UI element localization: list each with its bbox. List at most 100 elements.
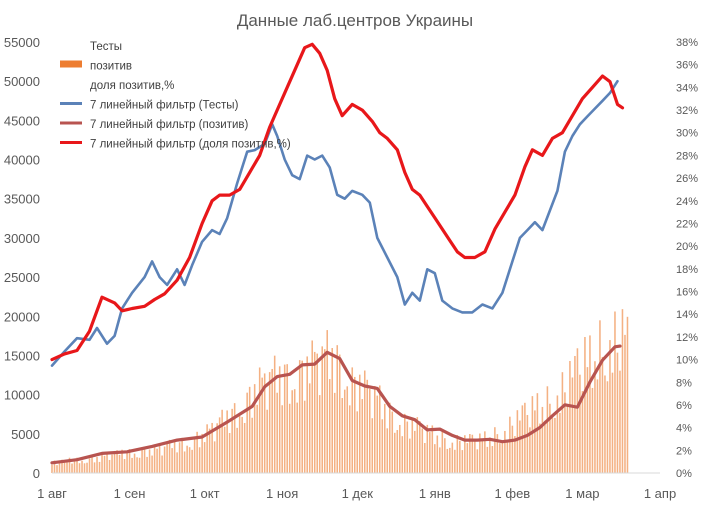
positive-bar xyxy=(363,370,366,473)
positive-bar xyxy=(221,409,223,473)
positive-bar xyxy=(316,353,318,473)
positive-bar xyxy=(414,430,416,473)
positive-bar xyxy=(384,403,386,473)
x-tick-label: 1 мар xyxy=(565,486,599,501)
positive-bar xyxy=(216,423,218,473)
positive-bar xyxy=(419,421,421,473)
positive-bar xyxy=(576,348,579,473)
positive-bar xyxy=(581,391,584,473)
positive-bar xyxy=(549,403,551,473)
positive-bar xyxy=(596,379,599,473)
y-right-tick-label: 12% xyxy=(676,332,698,344)
positive-bar xyxy=(461,450,464,473)
positive-bar xyxy=(188,447,191,473)
positive-bar xyxy=(86,462,88,473)
positive-bar xyxy=(246,392,248,473)
y-left-tick-label: 30000 xyxy=(4,231,40,246)
positive-bar xyxy=(519,420,521,473)
positive-bar xyxy=(243,422,246,473)
positive-bar xyxy=(376,395,379,473)
x-axis: 1 авг 1 сен 1 окт 1 ноя 1 дек 1 янв 1 фев 1 мар… xyxy=(37,472,676,501)
positive-bar xyxy=(574,355,576,473)
positive-bar xyxy=(586,367,589,473)
positive-bar xyxy=(291,390,293,473)
positive-bar xyxy=(611,372,614,473)
positive-bar xyxy=(328,379,331,473)
positive-bar xyxy=(333,392,336,473)
positive-bar xyxy=(614,311,616,473)
positive-bar xyxy=(186,445,188,473)
y-left-tick-label: 5000 xyxy=(11,427,40,442)
positive-bar xyxy=(609,340,611,473)
positive-bar xyxy=(298,360,301,473)
positive-bar xyxy=(281,405,283,473)
y-right-tick-label: 18% xyxy=(676,264,698,276)
positive-bar xyxy=(106,452,108,473)
positive-bar xyxy=(171,448,173,473)
positive-bar xyxy=(181,437,183,473)
y-left-tick-label: 0 xyxy=(33,466,40,481)
positive-bar xyxy=(509,416,511,473)
positive-bar xyxy=(456,435,459,473)
positive-bar xyxy=(556,395,559,473)
positive-bar xyxy=(481,439,484,473)
positive-bar xyxy=(516,410,519,473)
positive-bar xyxy=(539,423,541,473)
positive-bar xyxy=(521,405,524,473)
positive-bar xyxy=(511,425,514,473)
positive-bar xyxy=(331,348,333,473)
positive-bar xyxy=(571,377,574,473)
positive-bar xyxy=(286,364,288,473)
positive-bar xyxy=(491,446,494,473)
legend-label: 7 линейный фильтр (позитив) xyxy=(90,119,248,131)
positives-bars xyxy=(51,309,629,473)
positive-bar xyxy=(436,435,439,473)
positive-bar xyxy=(499,443,501,473)
y-right-tick-label: 20% xyxy=(676,241,698,253)
positive-bar xyxy=(544,420,546,473)
y-right-tick-label: 8% xyxy=(676,377,692,389)
positive-bar xyxy=(546,386,549,473)
positive-bar xyxy=(373,386,376,473)
positive-bar xyxy=(321,346,323,473)
positive-bar xyxy=(421,428,424,473)
positive-bar xyxy=(71,463,73,473)
positive-bar xyxy=(256,404,258,473)
positive-bar xyxy=(306,356,308,473)
positive-bar xyxy=(293,389,296,473)
positive-bar xyxy=(56,465,58,473)
positive-bar xyxy=(411,417,414,473)
positive-bar xyxy=(579,374,581,473)
legend-label: доля позитив,% xyxy=(90,80,174,92)
series-lines xyxy=(50,42,625,465)
positive-bar xyxy=(466,443,469,473)
positive-bar xyxy=(336,345,339,473)
y-right-tick-label: 26% xyxy=(676,173,698,185)
positive-bar xyxy=(591,387,594,473)
x-tick-label: 1 ноя xyxy=(266,486,298,501)
x-tick-label: 1 окт xyxy=(190,486,220,501)
positive-bar xyxy=(619,370,621,473)
positive-bar xyxy=(93,462,96,473)
positive-bar xyxy=(233,403,236,473)
positive-bar xyxy=(91,454,93,473)
positive-bar xyxy=(96,457,98,473)
positive-bar xyxy=(406,421,409,473)
positive-bar xyxy=(474,440,476,473)
positive-bar xyxy=(128,449,131,473)
positive-bar xyxy=(471,434,474,473)
positive-bar xyxy=(163,446,166,473)
positive-bar xyxy=(449,447,451,473)
positive-bar xyxy=(173,440,176,473)
y-right-tick-label: 14% xyxy=(676,309,698,321)
positive-bar xyxy=(141,449,143,473)
positive-bar xyxy=(604,375,606,473)
positive-bar xyxy=(83,463,86,473)
positive-bar xyxy=(213,441,216,473)
positive-bar xyxy=(489,437,491,473)
positive-bar xyxy=(501,441,504,473)
positive-bar xyxy=(258,367,261,473)
positive-bar xyxy=(599,320,601,473)
positive-bar xyxy=(569,360,571,473)
